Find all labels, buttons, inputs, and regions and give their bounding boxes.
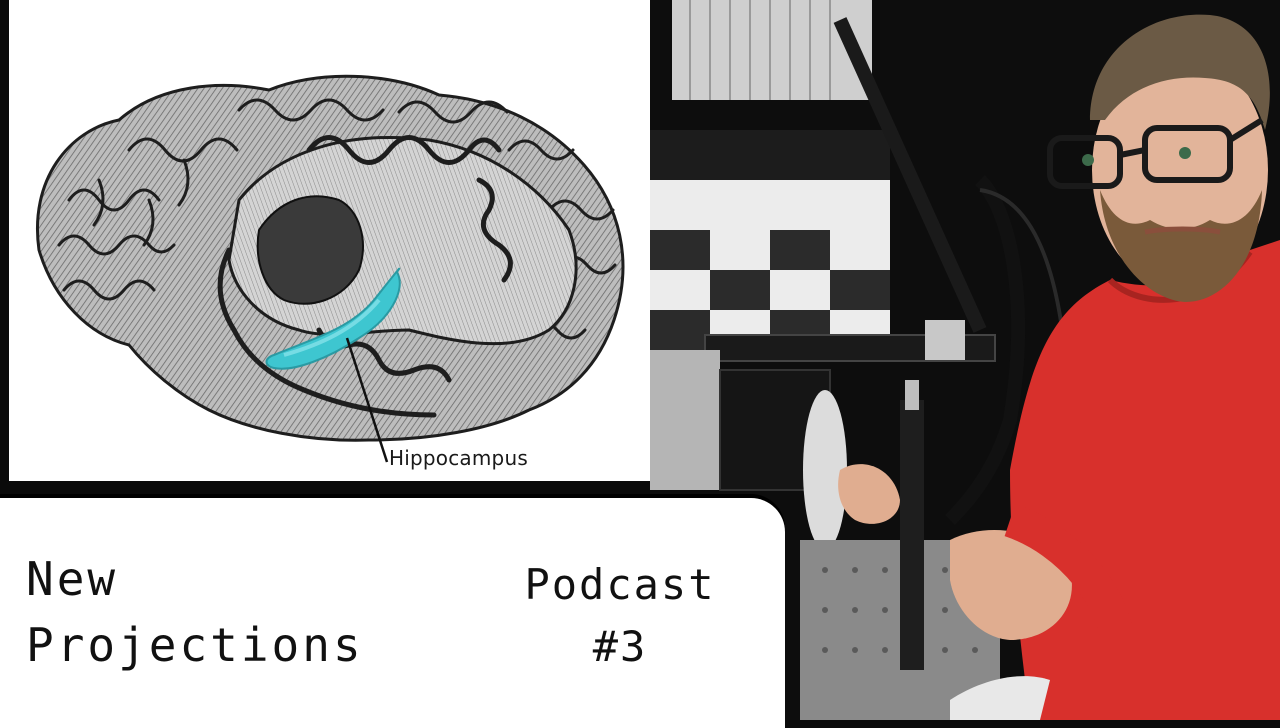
show-title-line1: New [26, 552, 119, 606]
label-leader-line [345, 337, 389, 463]
beard [1100, 190, 1262, 302]
show-title-line2: Projections [26, 618, 364, 672]
brain-illustration-panel: Hippocampus [9, 0, 650, 481]
researcher-photo [650, 0, 1280, 720]
right-hand [950, 530, 1072, 640]
ventricle-area [256, 195, 364, 305]
photo-drawing [650, 0, 1280, 720]
episode-label-line1: Podcast [524, 560, 716, 609]
episode-number: #3 [592, 622, 648, 671]
hair [1090, 14, 1270, 130]
show-title: New Projections [26, 546, 364, 678]
hippocampus-label: Hippocampus [389, 446, 528, 470]
checkerboard-screen [650, 180, 890, 350]
left-hand [838, 464, 900, 524]
hippocampus-highlight [265, 267, 401, 370]
electrode-probe [900, 400, 924, 670]
metal-enclosure [672, 0, 872, 100]
title-card: New Projections Podcast #3 [0, 498, 785, 728]
red-shirt [1010, 240, 1280, 720]
episode-label: Podcast #3 [500, 554, 740, 678]
brain-drawing [36, 74, 625, 463]
glasses [1047, 117, 1264, 189]
